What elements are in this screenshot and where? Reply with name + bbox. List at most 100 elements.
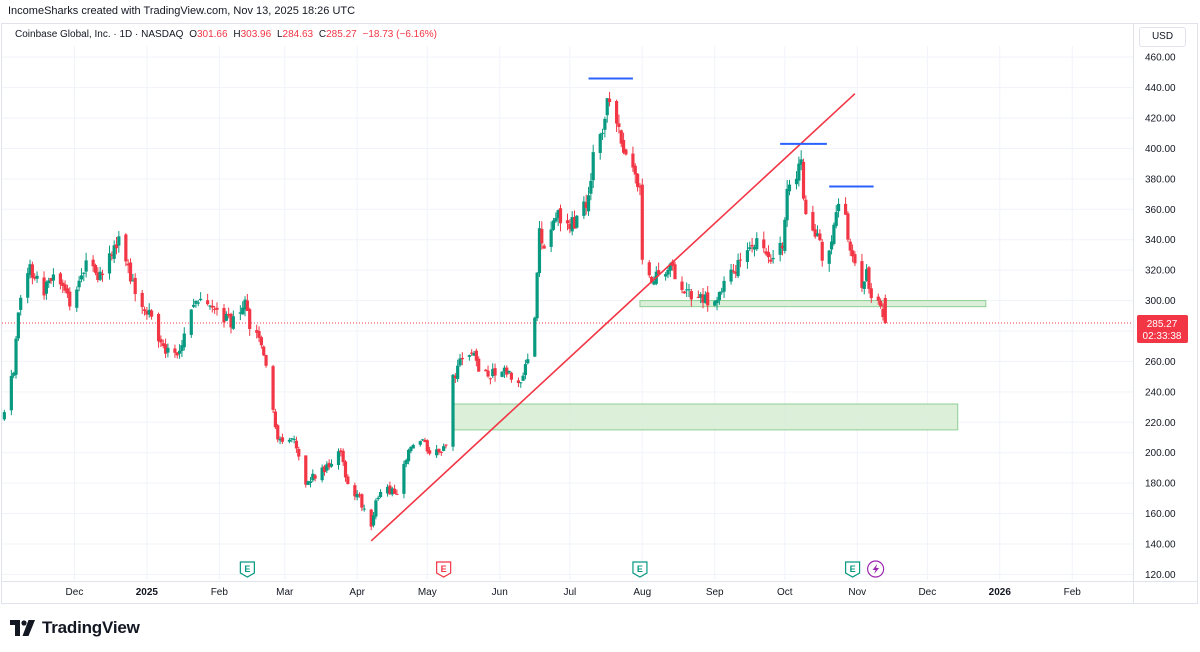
candle-body <box>248 309 252 329</box>
candle-body <box>764 251 768 255</box>
candle-body <box>369 509 373 527</box>
candle-body <box>591 152 595 181</box>
chart-frame <box>1 23 1198 604</box>
candle-body <box>647 262 651 276</box>
candle-body <box>682 291 686 294</box>
earnings-marker-label: E <box>441 564 447 574</box>
candle-body <box>533 317 537 357</box>
candle-body <box>470 352 474 354</box>
candle-body <box>210 305 214 308</box>
candle-body <box>713 301 717 306</box>
x-tick-label: Apr <box>349 587 365 598</box>
candle-body <box>439 451 443 453</box>
candle-body <box>640 184 644 260</box>
currency-selector[interactable]: USD <box>1139 27 1186 47</box>
candle-body <box>801 161 806 199</box>
x-tick-label: Jul <box>563 587 576 598</box>
candle-body <box>523 364 528 376</box>
x-tick-label: Sep <box>706 587 724 598</box>
candle-body <box>98 271 102 280</box>
price-axis[interactable]: 120.00 140.00 160.00 180.00 200.00 220.00 240.… <box>1133 24 1177 603</box>
candle-body <box>402 463 406 494</box>
candle-body <box>357 494 362 496</box>
lightning-icon-bolt <box>872 564 880 574</box>
time-axis[interactable]: Dec 2025 Feb Mar Apr May Jun Jul Aug Sep Oct Nov Dec… <box>2 581 1197 599</box>
earnings-marker-shape <box>844 561 861 578</box>
candle-body <box>687 289 691 291</box>
candle-body <box>582 201 586 216</box>
candle-body <box>750 244 754 247</box>
candle-body <box>745 250 750 262</box>
tradingview-logo[interactable]: TradingView <box>10 617 140 639</box>
candle-body <box>460 357 464 360</box>
candle-body <box>12 372 16 376</box>
candle-body <box>456 365 460 379</box>
candle-body <box>755 238 759 250</box>
candle-body <box>778 242 782 255</box>
candle-body <box>133 277 137 295</box>
candle-body <box>131 280 135 282</box>
candle-body <box>488 378 492 380</box>
candle-body <box>549 229 553 247</box>
y-tick-label: 360.00 <box>1145 205 1176 216</box>
candle-body <box>9 375 13 411</box>
legend-open-label: O <box>189 29 197 40</box>
candle-body <box>794 178 799 185</box>
candle-body <box>327 462 331 468</box>
earnings-marker-shape <box>239 561 255 578</box>
candle-body <box>699 294 703 298</box>
candle-body <box>500 371 504 377</box>
candle-body <box>650 276 654 283</box>
candle-body <box>867 267 871 289</box>
candle-body <box>829 241 834 250</box>
candle-body <box>376 497 380 500</box>
candle-body <box>290 438 294 440</box>
candle-body <box>729 269 733 282</box>
candle-body <box>287 439 292 442</box>
candle-body <box>572 216 577 229</box>
y-tick-label: 460.00 <box>1145 53 1176 64</box>
candle-body <box>322 466 327 473</box>
candle-body <box>264 354 268 366</box>
candle-body <box>752 246 757 250</box>
x-tick-label: Jun <box>492 587 508 598</box>
candle-body <box>797 163 801 181</box>
candle-body <box>278 438 282 441</box>
earnings-marker: E <box>844 561 861 578</box>
candle-body <box>715 299 719 304</box>
candle-body <box>484 369 488 372</box>
legend-low-label: L <box>276 29 283 40</box>
candle-body <box>79 275 84 280</box>
candle-body <box>799 159 803 165</box>
candle-body <box>633 165 637 175</box>
candle-body <box>355 493 359 498</box>
candle-body <box>614 101 619 124</box>
candle-body <box>44 282 48 294</box>
candle-body <box>502 367 507 372</box>
candle-body <box>624 149 628 155</box>
candle-body <box>346 476 350 484</box>
candle-body <box>224 313 228 321</box>
candle-body <box>241 307 245 315</box>
candle-body <box>834 212 838 226</box>
candle-body <box>736 260 740 277</box>
candle-body <box>257 331 261 338</box>
candle-body <box>556 210 560 219</box>
candle-body <box>881 308 885 318</box>
candle-body <box>147 309 151 315</box>
candle-body <box>565 220 570 224</box>
candle-body <box>273 411 278 428</box>
candle-body <box>535 272 539 319</box>
candle-body <box>360 494 364 508</box>
candle-body <box>811 212 815 231</box>
candle-body <box>222 308 226 323</box>
candle-body <box>276 425 280 440</box>
candle-body <box>762 239 766 249</box>
candle-body <box>509 372 514 380</box>
candle-body <box>65 288 70 294</box>
candle-body <box>262 346 266 356</box>
candle-body <box>425 440 429 452</box>
candle-body <box>883 298 887 323</box>
x-tick-label: Mar <box>276 587 294 598</box>
